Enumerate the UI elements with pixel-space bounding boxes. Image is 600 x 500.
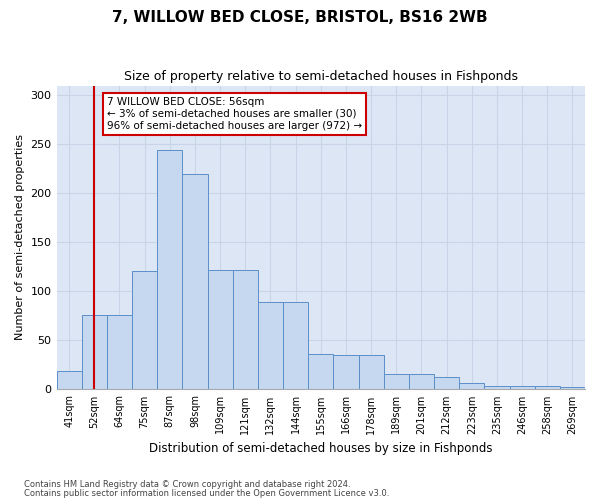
Bar <box>459 382 484 390</box>
Bar <box>509 386 535 390</box>
Bar <box>258 302 283 390</box>
Y-axis label: Number of semi-detached properties: Number of semi-detached properties <box>15 134 25 340</box>
Bar <box>359 355 383 390</box>
Bar <box>182 174 208 390</box>
Bar <box>157 150 182 390</box>
Text: 7 WILLOW BED CLOSE: 56sqm
← 3% of semi-detached houses are smaller (30)
96% of s: 7 WILLOW BED CLOSE: 56sqm ← 3% of semi-d… <box>107 98 362 130</box>
Bar <box>107 315 132 390</box>
Bar <box>132 271 157 390</box>
Bar <box>308 354 334 390</box>
Bar <box>283 302 308 390</box>
Bar <box>56 371 82 390</box>
Bar <box>434 376 459 390</box>
Text: Contains public sector information licensed under the Open Government Licence v3: Contains public sector information licen… <box>24 488 389 498</box>
X-axis label: Distribution of semi-detached houses by size in Fishponds: Distribution of semi-detached houses by … <box>149 442 493 455</box>
Bar <box>82 315 107 390</box>
Bar <box>484 386 509 390</box>
Text: Contains HM Land Registry data © Crown copyright and database right 2024.: Contains HM Land Registry data © Crown c… <box>24 480 350 489</box>
Text: 7, WILLOW BED CLOSE, BRISTOL, BS16 2WB: 7, WILLOW BED CLOSE, BRISTOL, BS16 2WB <box>112 10 488 25</box>
Bar <box>409 374 434 390</box>
Title: Size of property relative to semi-detached houses in Fishponds: Size of property relative to semi-detach… <box>124 70 518 83</box>
Bar <box>334 355 359 390</box>
Bar <box>383 374 409 390</box>
Bar <box>208 270 233 390</box>
Bar <box>535 386 560 390</box>
Bar <box>560 388 585 390</box>
Bar <box>233 270 258 390</box>
